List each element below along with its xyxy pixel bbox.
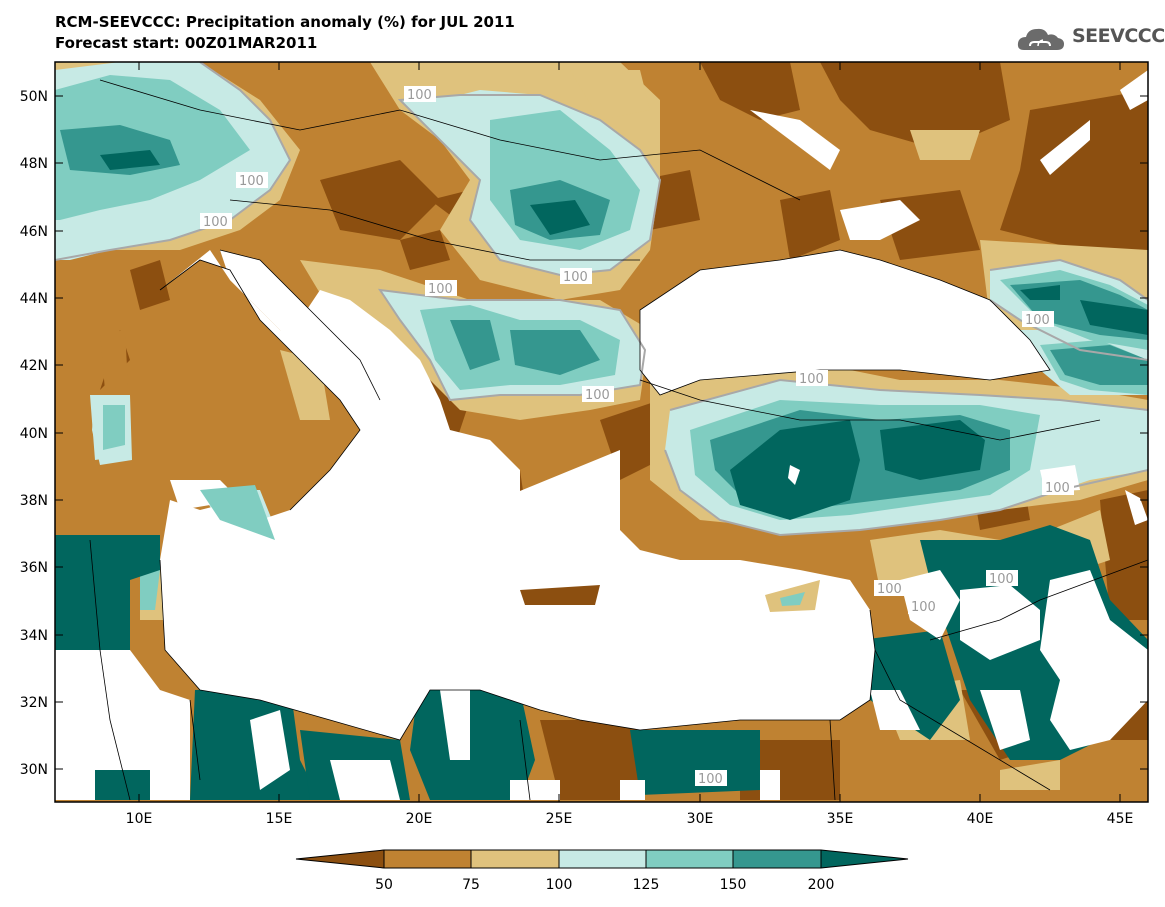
lat-tick-label: 34N bbox=[20, 628, 48, 644]
map-frame bbox=[54, 61, 1149, 803]
contour-label: 100 bbox=[236, 172, 268, 189]
contour-label: 100 bbox=[874, 580, 906, 597]
lat-tick-label: 42N bbox=[20, 358, 48, 374]
map-title: RCM-SEEVCCC: Precipitation anomaly (%) f… bbox=[55, 13, 515, 31]
colorbar-swatch-below-50 bbox=[296, 850, 384, 868]
colorbar-swatch-above-200 bbox=[821, 850, 908, 868]
contour-label-text: 100 bbox=[407, 88, 432, 103]
map-field bbox=[55, 62, 1148, 802]
seevccc-logo: SEEVCCC bbox=[1016, 22, 1165, 56]
logo-text: SEEVCCC bbox=[1072, 25, 1165, 47]
contour-label-text: 100 bbox=[1045, 481, 1070, 496]
contour-label-text: 100 bbox=[877, 582, 902, 597]
lat-tick-label: 38N bbox=[20, 493, 48, 509]
contour-label: 100 bbox=[404, 86, 436, 103]
lat-tick-label: 46N bbox=[20, 224, 48, 240]
lat-tick-label: 44N bbox=[20, 291, 48, 307]
lon-tick-label: 35E bbox=[827, 811, 854, 827]
lat-tick-label: 50N bbox=[20, 89, 48, 105]
sea-and-missing bbox=[55, 70, 1148, 800]
contour-100-lines bbox=[55, 62, 1148, 537]
contour-label: 100 bbox=[200, 213, 232, 230]
contour-label: 100 bbox=[560, 268, 592, 285]
contour-label: 100 bbox=[582, 386, 614, 403]
lat-axis: 50N 48N 46N 44N 42N 40N 38N 36N 34N 32N … bbox=[20, 89, 1148, 778]
lon-tick-label: 15E bbox=[266, 811, 293, 827]
lat-tick-label: 36N bbox=[20, 560, 48, 576]
lon-tick-label: 45E bbox=[1107, 811, 1134, 827]
lon-tick-label: 25E bbox=[546, 811, 573, 827]
colorbar-label: 75 bbox=[462, 877, 480, 893]
contour-label-text: 100 bbox=[989, 572, 1014, 587]
colorbar-swatch-150-200 bbox=[733, 850, 821, 868]
lon-axis: 10E 15E 20E 25E 30E 35E 40E 45E bbox=[126, 62, 1134, 827]
colorbar-label: 50 bbox=[375, 877, 393, 893]
colorbar: 50 75 100 125 150 200 bbox=[295, 849, 909, 893]
lat-tick-label: 48N bbox=[20, 156, 48, 172]
contour-labels: 100 100 100 100 100 100 100 100 100 100 … bbox=[200, 86, 1074, 787]
contour-label-text: 100 bbox=[428, 282, 453, 297]
contour-label-text: 100 bbox=[239, 174, 264, 189]
colorbar-label: 150 bbox=[720, 877, 747, 893]
lon-tick-label: 10E bbox=[126, 811, 153, 827]
colorbar-label: 125 bbox=[633, 877, 660, 893]
lat-tick-label: 40N bbox=[20, 426, 48, 442]
contour-label-text: 100 bbox=[585, 388, 610, 403]
contour-label: 100 bbox=[1042, 479, 1074, 496]
contour-label: 100 bbox=[695, 770, 727, 787]
lat-tick-label: 30N bbox=[20, 762, 48, 778]
contour-label-text: 100 bbox=[698, 772, 723, 787]
country-borders bbox=[89, 79, 1148, 801]
colorbar-swatch-125-150 bbox=[646, 850, 733, 868]
contour-label-text: 100 bbox=[799, 372, 824, 387]
cloud-icon bbox=[1017, 28, 1064, 50]
colorbar-label: 200 bbox=[808, 877, 835, 893]
lon-tick-label: 20E bbox=[406, 811, 433, 827]
contour-label-text: 100 bbox=[563, 270, 588, 285]
colorbar-swatch-100-125 bbox=[559, 850, 646, 868]
colorbar-swatch-75-100 bbox=[471, 850, 559, 868]
contour-label: 100 bbox=[986, 570, 1018, 587]
map-title-block: RCM-SEEVCCC: Precipitation anomaly (%) f… bbox=[55, 12, 515, 54]
contour-label: 100 bbox=[425, 280, 457, 297]
contour-label: 100 bbox=[796, 370, 828, 387]
colorbar-swatch-50-75 bbox=[384, 850, 471, 868]
contour-label-text: 100 bbox=[203, 215, 228, 230]
lon-tick-label: 40E bbox=[967, 811, 994, 827]
forecast-start: Forecast start: 00Z01MAR2011 bbox=[55, 34, 318, 52]
colorbar-label: 100 bbox=[546, 877, 573, 893]
lat-tick-label: 32N bbox=[20, 695, 48, 711]
contour-label: 100 bbox=[908, 598, 940, 615]
lon-tick-label: 30E bbox=[687, 811, 714, 827]
contour-label-text: 100 bbox=[1025, 313, 1050, 328]
contour-label-text: 100 bbox=[911, 600, 936, 615]
contour-label: 100 bbox=[1022, 311, 1054, 328]
